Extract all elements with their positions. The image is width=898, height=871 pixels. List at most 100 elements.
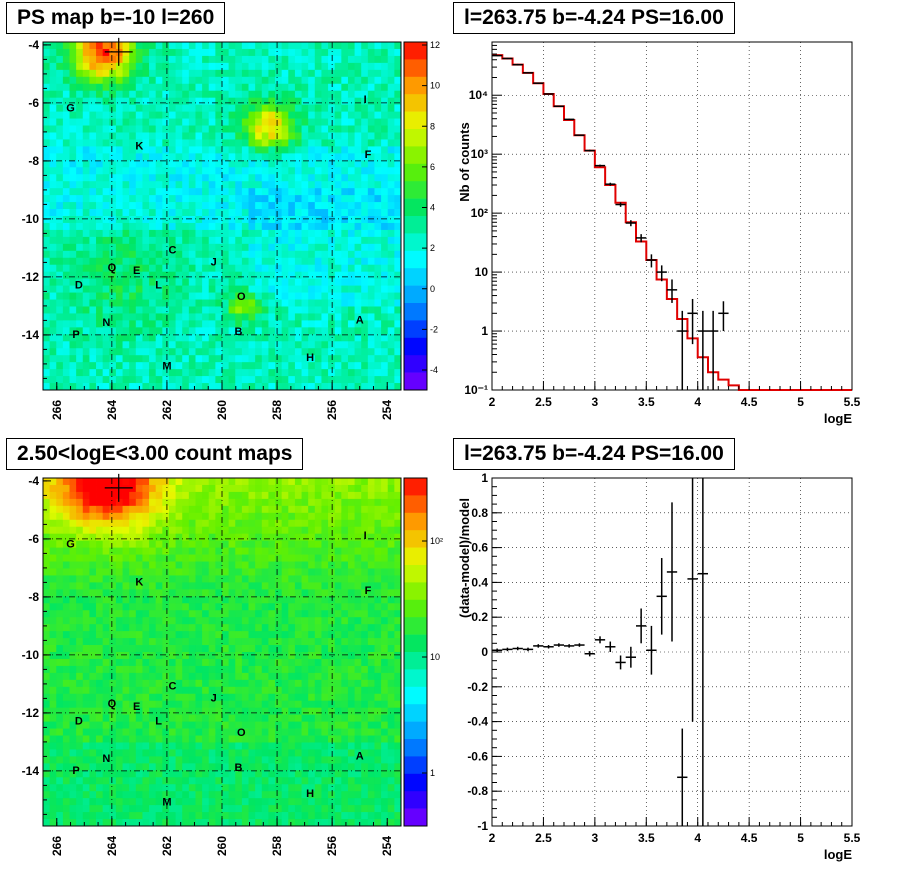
source-label-l: L — [155, 280, 162, 292]
source-label-i: I — [364, 530, 367, 542]
residual-ytick-label: 0.4 — [471, 575, 488, 589]
count-colorbar — [404, 478, 427, 827]
residual-xtick-label: 4.5 — [741, 831, 758, 845]
spectrum-ytick-label: 10² — [471, 206, 488, 220]
ps-map-xtick-label: 258 — [270, 400, 284, 420]
source-label-q: Q — [108, 262, 117, 274]
residual-ytick-label: 0.6 — [471, 541, 488, 555]
spectrum-xtick-label: 5 — [797, 395, 804, 409]
ps-colorbar-label: 10 — [430, 81, 440, 91]
source-label-g: G — [66, 539, 75, 551]
spectrum-title: l=263.75 b=-4.24 PS=16.00 — [453, 2, 735, 34]
source-label-n: N — [102, 317, 110, 329]
count-map-ytick-label: -4 — [28, 474, 39, 488]
source-label-f: F — [365, 585, 372, 597]
source-label-p: P — [72, 329, 79, 341]
ps-colorbar-label: 8 — [430, 121, 435, 131]
residual-ylabel: (data-model)/model — [457, 498, 472, 618]
count-map-xtick-label: 256 — [325, 836, 339, 856]
spectrum-xtick-label: 2 — [489, 395, 496, 409]
ps-map-xtick-label: 262 — [160, 400, 174, 420]
count-map-xtick-label: 254 — [380, 836, 394, 856]
source-label-e: E — [133, 265, 140, 277]
ps-map-ytick-label: -8 — [28, 154, 39, 168]
count-map-ytick-label: -10 — [22, 648, 40, 662]
count-map-xtick-label: 258 — [270, 836, 284, 856]
ps-colorbar — [404, 42, 427, 391]
residual-ytick-label: -0.6 — [467, 749, 488, 763]
source-label-p: P — [72, 765, 79, 777]
spectrum-data-point — [533, 82, 544, 84]
ps-colorbar-label: 2 — [430, 243, 435, 253]
ps-colorbar-label: 0 — [430, 284, 435, 294]
residual-xtick-label: 3.5 — [638, 831, 655, 845]
residual-ytick-label: 0.8 — [471, 506, 488, 520]
source-label-o: O — [237, 727, 246, 739]
spectrum-data-point — [708, 310, 719, 390]
ps-map-xtick-label: 254 — [380, 400, 394, 420]
count-colorbar-frame — [403, 477, 428, 827]
ps-map-xtick-label: 260 — [215, 400, 229, 420]
source-label-b: B — [235, 326, 243, 338]
residual-xlabel: logE — [824, 847, 852, 862]
source-label-l: L — [155, 716, 162, 728]
spectrum-data-point — [543, 93, 554, 95]
spectrum-ytick-label: 1 — [481, 324, 488, 338]
residual-data-point — [553, 643, 564, 647]
spectrum-xtick-label: 3.5 — [638, 395, 655, 409]
count-map-xtick-label: 266 — [50, 836, 64, 856]
count-colorbar-label: 1 — [430, 768, 435, 778]
residual-ytick-label: -0.4 — [467, 715, 488, 729]
residual-data-point — [543, 645, 554, 649]
ps-colorbar-label: -2 — [430, 324, 438, 334]
count-map-ytick-label: -12 — [22, 706, 40, 720]
spectrum-data-point — [677, 310, 688, 390]
residual-data-point — [687, 478, 698, 722]
count-map-ytick-label: -8 — [28, 590, 39, 604]
source-label-m: M — [162, 797, 171, 809]
residual-xtick-label: 2 — [489, 831, 496, 845]
spectrum-data-point — [492, 54, 503, 57]
residual-data-point — [605, 641, 616, 652]
residual-data-point — [512, 646, 523, 651]
ps-map-ytick-label: -12 — [22, 270, 40, 284]
residual-data-point — [594, 636, 606, 644]
residual-data-point — [677, 728, 688, 826]
residual-ytick-label: 0.2 — [471, 610, 488, 624]
residual-xtick-label: 4 — [694, 831, 701, 845]
ps-colorbar-label: 6 — [430, 162, 435, 172]
count-map-title: 2.50<logE<3.00 count maps — [6, 438, 304, 470]
source-label-q: Q — [108, 698, 117, 710]
source-label-f: F — [365, 149, 372, 161]
count-map-xtick-label: 262 — [160, 836, 174, 856]
spectrum-data-point — [625, 220, 636, 227]
spectrum-data-point — [636, 234, 647, 243]
residual-data-point — [564, 644, 575, 648]
spectrum-data-point — [646, 254, 657, 268]
count-colorbar-label: 10² — [430, 536, 443, 546]
spectrum-ylabel: Nb of counts — [457, 122, 472, 201]
spectrum-data-point — [522, 72, 534, 74]
spectrum-data-point — [697, 310, 708, 390]
residual-xtick-label: 2.5 — [535, 831, 552, 845]
spectrum-ytick-label: 10⁻¹ — [464, 383, 488, 397]
ps-map-title: PS map b=-10 l=260 — [6, 2, 226, 34]
ps-colorbar-frame — [403, 41, 428, 391]
residual-data-point — [656, 558, 667, 635]
source-label-b: B — [235, 762, 243, 774]
residual-data-point — [646, 625, 657, 675]
ps-map-xtick-label: 264 — [105, 400, 119, 420]
residual-ytick-label: 0 — [481, 645, 488, 659]
count-colorbar-label: 10 — [430, 652, 440, 662]
source-label-e: E — [133, 701, 140, 713]
ps-colorbar-label: 4 — [430, 203, 435, 213]
residual-data-point — [492, 648, 503, 652]
ps-colorbar-label: -4 — [430, 365, 438, 375]
ps-colorbar-label: 12 — [430, 40, 440, 50]
residual-data-point — [574, 643, 585, 647]
ps-map-ytick-label: -4 — [28, 38, 39, 52]
residual-ytick-label: -1 — [477, 819, 488, 833]
spectrum-data-point — [718, 301, 729, 332]
count-map-ytick-label: -6 — [28, 532, 39, 546]
residual-title: l=263.75 b=-4.24 PS=16.00 — [453, 438, 735, 470]
